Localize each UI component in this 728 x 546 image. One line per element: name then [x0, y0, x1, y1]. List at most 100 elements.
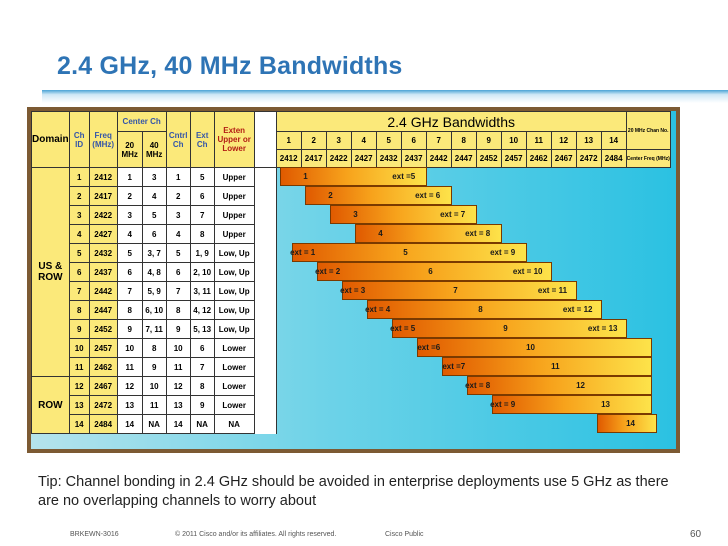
cell-freq: 2467 [88, 376, 118, 396]
cell-cntrl: 12 [165, 376, 191, 396]
cell-cntrl: 4 [165, 224, 191, 244]
cell-c20: 14 [116, 414, 143, 434]
cell-ext: 5, 13 [189, 319, 215, 339]
cell-ext: 7 [189, 205, 215, 225]
bar-label: ext =7 [442, 362, 466, 371]
bonding-bar: ext =6 10 [417, 338, 652, 357]
table-row: 14 2484 14 NA 14 NA NA [32, 414, 671, 434]
cell-c40: 5 [141, 205, 167, 225]
table-row: ROW 12 2467 12 10 12 8 Lower [31, 376, 671, 434]
channel-number-cell: 5 [375, 131, 402, 150]
center-freq-cell: 2427 [350, 149, 377, 168]
cell-c20: 5 [116, 243, 143, 263]
center-freq-cell: 2484 [600, 149, 627, 168]
bonding-bar: ext = 2 6 ext = 10 [315, 262, 552, 281]
channel-number-cell: 8 [450, 131, 477, 150]
freq-header: Freq (MHz) [88, 111, 118, 168]
bar-label: 1 [303, 172, 308, 181]
bar-label: 13 [601, 400, 610, 409]
cell-id: 8 [68, 300, 90, 320]
bar-label: 9 [503, 324, 508, 333]
cell-c20: 13 [116, 395, 143, 415]
cell-id: 2 [68, 186, 90, 206]
cell-freq: 2412 [88, 167, 118, 187]
cell-freq: 2447 [88, 300, 118, 320]
bar-label: ext = 5 [390, 324, 416, 333]
cell-c40: 9 [141, 357, 167, 377]
cell-c40: 6, 10 [141, 300, 167, 320]
cell-cntrl: 6 [165, 262, 191, 282]
channel-number-cell: 7 [425, 131, 452, 150]
table-row: 10 2457 10 8 10 6 Lower [32, 338, 671, 358]
channel-number-cell: 2 [300, 131, 327, 150]
table-row: 2 2417 2 4 2 6 Upper [32, 186, 671, 206]
bonding-bar: ext =7 11 [442, 357, 652, 376]
cell-ext: 2, 10 [189, 262, 215, 282]
cell-ext: 8 [189, 376, 215, 396]
bar-label: ext = 4 [365, 305, 391, 314]
cell-cntrl: 5 [165, 243, 191, 263]
cell-dir: NA [213, 414, 255, 434]
bonding-bar: 1 ext =5 [279, 167, 427, 186]
center-freq-cell: 2412 [275, 149, 302, 168]
cell-cntrl: 9 [165, 319, 191, 339]
bandwidth-table: Domain Ch ID Freq (MHz) Center Ch Cntrl Ch … [31, 111, 676, 449]
center-freq-cell: 2432 [375, 149, 402, 168]
center-freq-cell: 2462 [525, 149, 552, 168]
cell-c20: 8 [116, 300, 143, 320]
bar-label: ext = 11 [537, 286, 568, 295]
center-freq-cell: 2452 [475, 149, 502, 168]
footer-copyright: © 2011 Cisco and/or its affiliates. All … [175, 531, 337, 538]
cell-cntrl: 8 [165, 300, 191, 320]
center-ch-header: Center Ch [116, 111, 167, 132]
cell-id: 4 [68, 224, 90, 244]
spacer-cell [253, 167, 277, 187]
bar-label: 12 [576, 381, 585, 390]
domain-header: Domain [31, 111, 70, 168]
cell-id: 7 [68, 281, 90, 301]
cell-c40: 4 [141, 186, 167, 206]
c40-header: 40 MHz [141, 131, 167, 168]
bar-label: ext = 1 [290, 248, 316, 257]
cell-cntrl: 13 [165, 395, 191, 415]
spacer-cell [253, 205, 277, 225]
cell-c20: 9 [116, 319, 143, 339]
exten-header: Exten Upper or Lower [213, 111, 255, 168]
cell-freq: 2452 [88, 319, 118, 339]
domain-us-row: US & ROW [31, 167, 70, 377]
cell-c20: 10 [116, 338, 143, 358]
c20-header: 20 MHz [116, 131, 143, 168]
spacer-cell [253, 186, 277, 206]
cell-freq: 2484 [88, 414, 118, 434]
cell-id: 3 [68, 205, 90, 225]
channel-number-cell: 4 [350, 131, 377, 150]
center-freq-cell: 2447 [450, 149, 477, 168]
cell-id: 14 [68, 414, 90, 434]
center-freq-cell: 2457 [500, 149, 527, 168]
table-row: 7 2442 7 5, 9 7 3, 11 Low, Up [32, 281, 671, 301]
bar-label: 10 [526, 343, 535, 352]
bar-label: ext = 2 [315, 267, 341, 276]
bonding-bar: ext = 9 13 [490, 395, 652, 414]
cell-freq: 2472 [88, 395, 118, 415]
bar-label: ext = 7 [440, 210, 466, 219]
bar-label: ext = 10 [512, 267, 543, 276]
cell-dir: Upper [213, 186, 255, 206]
cell-ext: 6 [189, 338, 215, 358]
cell-cntrl: 14 [165, 414, 191, 434]
cell-dir: Low, Up [213, 243, 255, 263]
bar-label: ext = 8 [465, 381, 491, 390]
spacer-cell [253, 281, 277, 301]
bar-label: 5 [403, 248, 408, 257]
cell-dir: Lower [213, 376, 255, 396]
cell-dir: Low, Up [213, 262, 255, 282]
cell-freq: 2422 [88, 205, 118, 225]
channel-table: Domain Ch ID Freq (MHz) Center Ch Cntrl Ch … [31, 111, 671, 434]
bar-label: ext = 3 [340, 286, 366, 295]
cell-ext: 7 [189, 357, 215, 377]
bar-label: ext =6 [417, 343, 441, 352]
cell-dir: Low, Up [213, 319, 255, 339]
cell-c40: 5, 9 [141, 281, 167, 301]
table-row: 13 2472 13 11 13 9 Lower [32, 395, 671, 415]
spacer-cell [253, 357, 277, 377]
